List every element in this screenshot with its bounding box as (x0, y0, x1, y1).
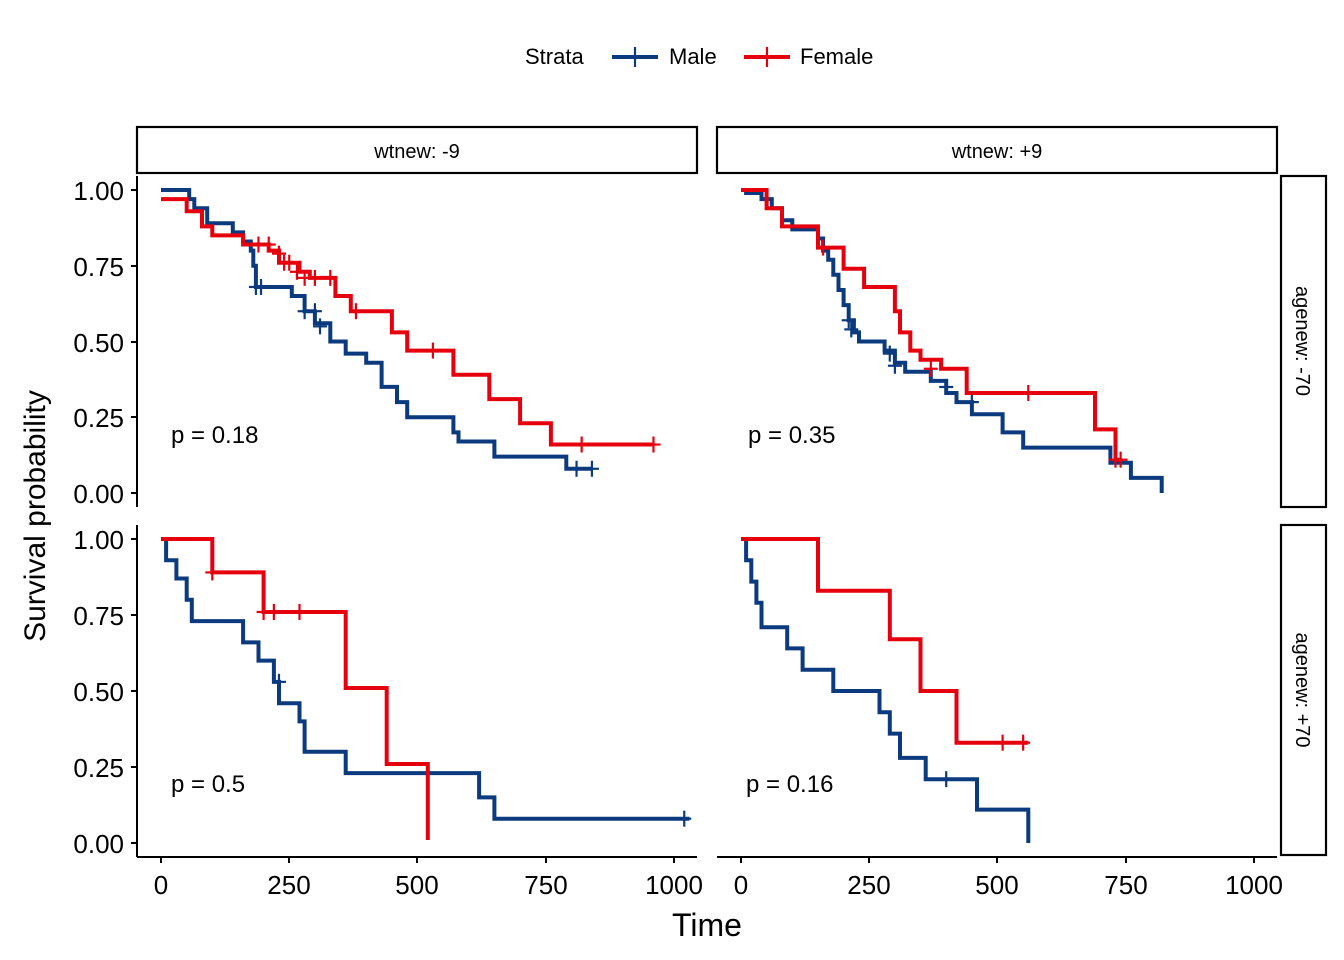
y-tick-label: 0.25 (73, 753, 124, 783)
p-value-label: p = 0.35 (748, 422, 835, 449)
column-strip-label-1: wtnew: +9 (951, 141, 1043, 163)
legend: Strata Male Female (525, 44, 873, 69)
p-value-label: p = 0.5 (171, 771, 245, 798)
x-ticks-left: 0 250 500 750 1000 (154, 857, 703, 900)
y-tick-label: 0.75 (73, 252, 124, 282)
x-tick-label: 0 (734, 870, 748, 900)
y-tick-label: 1.00 (73, 525, 124, 555)
x-ticks-right: 0 250 500 750 1000 (734, 857, 1283, 900)
x-tick-label: 1000 (1225, 870, 1283, 900)
legend-item-male: Male (612, 44, 717, 69)
y-tick-label: 0.00 (73, 829, 124, 859)
x-tick-label: 500 (975, 870, 1018, 900)
column-strip-0: wtnew: -9 (135, 125, 699, 175)
survival-curve-female-panel-0 (161, 197, 654, 447)
legend-title: Strata (525, 44, 584, 69)
legend-item-female: Female (744, 44, 873, 69)
x-tick-label: 0 (154, 870, 168, 900)
p-value-label: p = 0.18 (171, 422, 258, 449)
column-strip-1: wtnew: +9 (715, 125, 1279, 175)
y-axis-title: Survival probability (19, 390, 52, 642)
row-strip-1: agenew: +70 (1279, 523, 1328, 857)
y-tick-label: 1.00 (73, 176, 124, 206)
row-strip-label-1: agenew: +70 (1291, 632, 1313, 747)
y-ticks-bottom: 1.00 0.75 0.50 0.25 0.00 (73, 525, 137, 859)
column-strip-label-0: wtnew: -9 (373, 141, 460, 163)
row-strip-0: agenew: -70 (1279, 174, 1328, 509)
x-tick-label: 500 (395, 870, 438, 900)
legend-label-male: Male (669, 44, 717, 69)
row-strip-box-1 (1279, 523, 1328, 857)
y-tick-label: 0.50 (73, 328, 124, 358)
y-ticks-top: 1.00 0.75 0.50 0.25 0.00 (73, 176, 137, 509)
y-tick-label: 0.00 (73, 479, 124, 509)
survival-curve-male-panel-1 (741, 188, 1164, 493)
y-tick-label: 0.50 (73, 677, 124, 707)
y-tick-label: 0.75 (73, 601, 124, 631)
x-tick-label: 1000 (645, 870, 703, 900)
column-strip-box-0 (135, 125, 699, 175)
survival-curve-male-panel-3 (741, 537, 1031, 843)
row-strip-box-0 (1279, 174, 1328, 509)
survival-curve-female-panel-2 (161, 537, 430, 840)
survival-curve-female-panel-3 (741, 537, 1029, 745)
survival-curve-male-panel-2 (161, 537, 690, 821)
y-tick-label: 0.25 (73, 403, 124, 433)
legend-label-female: Female (800, 44, 873, 69)
p-value-label: p = 0.16 (746, 771, 833, 798)
x-tick-label: 750 (1104, 870, 1147, 900)
x-tick-label: 250 (267, 870, 310, 900)
survival-curves (161, 188, 1164, 843)
row-strip-label-0: agenew: -70 (1291, 286, 1313, 396)
x-tick-label: 750 (524, 870, 567, 900)
x-axis-title: Time (672, 907, 742, 943)
x-tick-label: 250 (847, 870, 890, 900)
column-strip-box-1 (715, 125, 1279, 175)
